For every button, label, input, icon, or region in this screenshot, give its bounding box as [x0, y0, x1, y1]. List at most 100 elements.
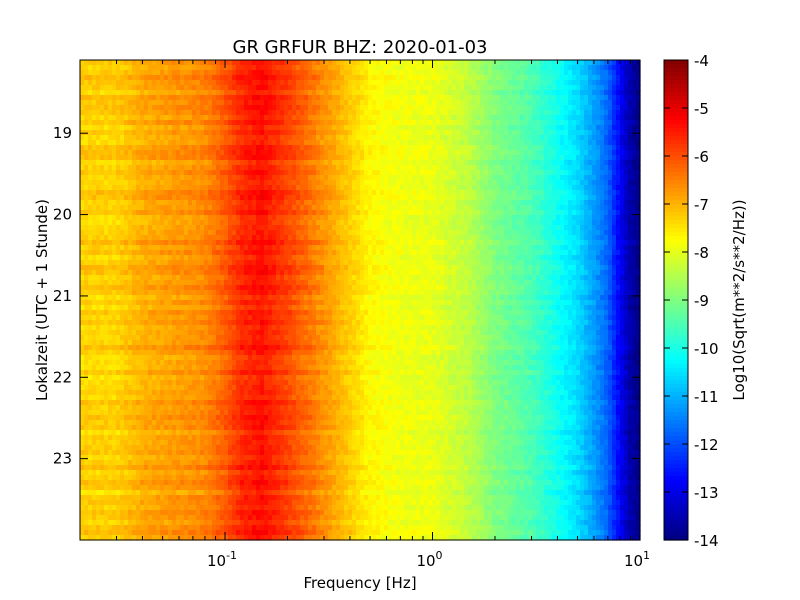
heatmap-cell	[556, 130, 561, 136]
heatmap-cell	[488, 205, 493, 211]
heatmap-cell	[420, 160, 425, 166]
heatmap-cell	[408, 170, 413, 176]
heatmap-cell	[316, 200, 321, 206]
heatmap-cell	[96, 120, 101, 126]
heatmap-cell	[152, 70, 157, 76]
heatmap-cell	[188, 195, 193, 201]
heatmap-cell	[552, 180, 557, 186]
heatmap-cell	[492, 115, 497, 121]
heatmap-cell	[240, 150, 245, 156]
heatmap-cell	[104, 215, 109, 221]
heatmap-cell	[544, 205, 549, 211]
heatmap-cell	[192, 145, 197, 151]
heatmap-cell	[216, 190, 221, 196]
heatmap-cell	[616, 100, 621, 106]
heatmap-cell	[348, 155, 353, 161]
heatmap-cell	[528, 60, 533, 66]
heatmap-cell	[176, 150, 181, 156]
heatmap-cell	[480, 90, 485, 96]
heatmap-cell	[192, 95, 197, 101]
heatmap-cell	[288, 200, 293, 206]
heatmap-cell	[572, 170, 577, 176]
heatmap-cell	[428, 70, 433, 76]
heatmap-cell	[96, 125, 101, 131]
heatmap-cell	[272, 145, 277, 151]
heatmap-cell	[632, 205, 637, 211]
heatmap-cell	[280, 215, 285, 221]
heatmap-cell	[556, 100, 561, 106]
heatmap-cell	[612, 155, 617, 161]
heatmap-cell	[544, 135, 549, 141]
heatmap-cell	[160, 205, 165, 211]
heatmap-cell	[224, 135, 229, 141]
heatmap-cell	[148, 125, 153, 131]
heatmap-cell	[412, 115, 417, 121]
heatmap-cell	[176, 140, 181, 146]
heatmap-cell	[576, 175, 581, 181]
heatmap-cell	[632, 90, 637, 96]
heatmap-cell	[576, 230, 581, 236]
heatmap-cell	[192, 205, 197, 211]
heatmap-cell	[636, 220, 641, 226]
heatmap-cell	[484, 140, 489, 146]
heatmap-cell	[624, 190, 629, 196]
heatmap-cell	[556, 65, 561, 71]
heatmap-cell	[368, 160, 373, 166]
heatmap-cell	[344, 100, 349, 106]
heatmap-cell	[460, 220, 465, 226]
heatmap-cell	[88, 60, 93, 66]
heatmap-cell	[188, 150, 193, 156]
heatmap-cell	[592, 185, 597, 191]
heatmap-cell	[140, 75, 145, 81]
heatmap-cell	[156, 205, 161, 211]
heatmap-cell	[500, 190, 505, 196]
heatmap-cell	[400, 115, 405, 121]
heatmap-cell	[612, 110, 617, 116]
heatmap-cell	[372, 65, 377, 71]
heatmap-cell	[344, 135, 349, 141]
heatmap-cell	[288, 130, 293, 136]
heatmap-cell	[636, 215, 641, 221]
heatmap-cell	[244, 215, 249, 221]
heatmap-cell	[392, 130, 397, 136]
heatmap-cell	[200, 235, 205, 241]
heatmap-cell	[244, 65, 249, 71]
heatmap-cell	[524, 190, 529, 196]
heatmap-cell	[136, 60, 141, 66]
heatmap-cell	[240, 190, 245, 196]
heatmap-cell	[432, 210, 437, 216]
heatmap-cell	[336, 135, 341, 141]
heatmap-cell	[320, 225, 325, 231]
heatmap-cell	[324, 65, 329, 71]
heatmap-cell	[580, 65, 585, 71]
heatmap-cell	[596, 80, 601, 86]
heatmap-cell	[320, 205, 325, 211]
heatmap-cell	[140, 115, 145, 121]
heatmap-cell	[128, 70, 133, 76]
heatmap-cell	[184, 180, 189, 186]
heatmap-cell	[236, 165, 241, 171]
heatmap-cell	[472, 65, 477, 71]
heatmap-cell	[496, 65, 501, 71]
heatmap-cell	[412, 95, 417, 101]
heatmap-cell	[132, 220, 137, 226]
heatmap-cell	[244, 140, 249, 146]
heatmap-cell	[180, 150, 185, 156]
heatmap-cell	[420, 85, 425, 91]
heatmap-cell	[316, 150, 321, 156]
heatmap-cell	[524, 105, 529, 111]
heatmap-cell	[104, 60, 109, 66]
heatmap-cell	[212, 210, 217, 216]
heatmap-cell	[436, 65, 441, 71]
heatmap-cell	[120, 235, 125, 241]
heatmap-cell	[444, 110, 449, 116]
heatmap-cell	[464, 90, 469, 96]
heatmap-cell	[344, 185, 349, 191]
heatmap-cell	[344, 145, 349, 151]
heatmap-cell	[448, 190, 453, 196]
heatmap-cell	[208, 170, 213, 176]
heatmap-cell	[432, 105, 437, 111]
heatmap-cell	[600, 140, 605, 146]
heatmap-cell	[628, 75, 633, 81]
heatmap-cell	[324, 100, 329, 106]
